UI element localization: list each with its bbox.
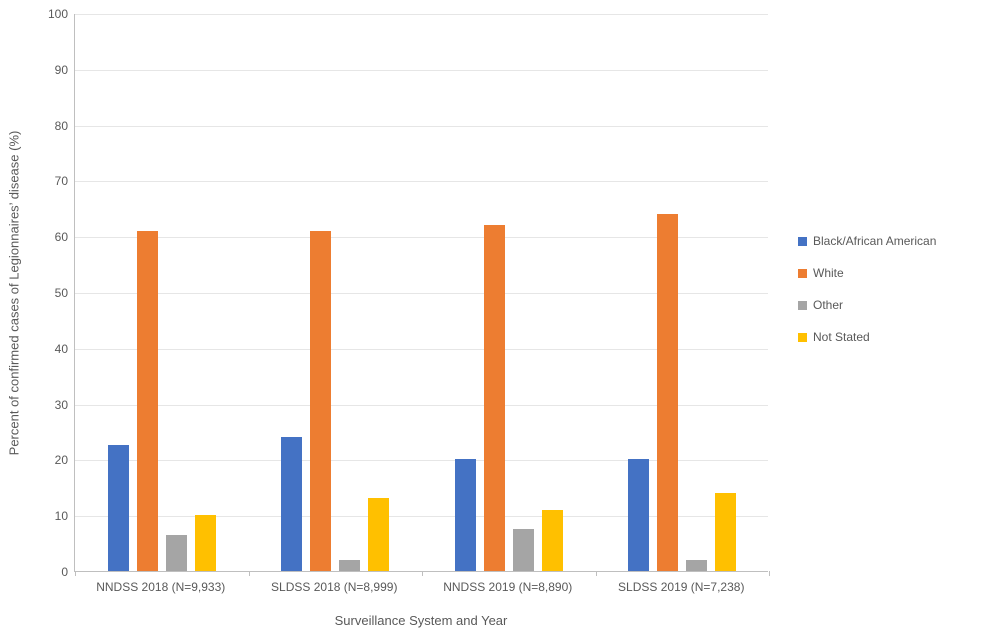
y-tick-label: 60 (8, 230, 68, 244)
bar (686, 560, 707, 571)
y-tick-label: 30 (8, 398, 68, 412)
legend-swatch (798, 237, 807, 246)
gridline (75, 181, 768, 182)
y-tick-label: 90 (8, 63, 68, 77)
x-tick-mark (249, 571, 250, 576)
bar (715, 493, 736, 571)
x-tick-label: SLDSS 2019 (N=7,238) (618, 580, 744, 594)
x-tick-mark (75, 571, 76, 576)
legend-swatch (798, 333, 807, 342)
y-tick-label: 0 (8, 565, 68, 579)
y-tick-label: 100 (8, 7, 68, 21)
bar (339, 560, 360, 571)
legend-label: Other (813, 298, 843, 312)
x-axis-label: Surveillance System and Year (335, 613, 508, 628)
gridline (75, 126, 768, 127)
bar (195, 515, 216, 571)
bar (657, 214, 678, 571)
y-tick-label: 40 (8, 342, 68, 356)
legend-label: White (813, 266, 844, 280)
legend-label: Not Stated (813, 330, 870, 344)
bar (310, 231, 331, 571)
bar (513, 529, 534, 571)
x-tick-label: SLDSS 2018 (N=8,999) (271, 580, 397, 594)
x-tick-mark (422, 571, 423, 576)
bar (484, 225, 505, 571)
chart-container: Percent of confirmed cases of Legionnair… (0, 0, 1000, 636)
y-tick-label: 50 (8, 286, 68, 300)
legend-swatch (798, 301, 807, 310)
bar (368, 498, 389, 571)
bar (281, 437, 302, 571)
y-tick-label: 20 (8, 453, 68, 467)
legend-item: White (798, 266, 978, 280)
x-tick-label: NNDSS 2018 (N=9,933) (96, 580, 225, 594)
plot-area (74, 14, 768, 572)
y-tick-label: 70 (8, 174, 68, 188)
bar (455, 459, 476, 571)
x-tick-label: NNDSS 2019 (N=8,890) (443, 580, 572, 594)
gridline (75, 70, 768, 71)
legend-item: Other (798, 298, 978, 312)
bar (137, 231, 158, 571)
y-tick-label: 10 (8, 509, 68, 523)
legend-item: Black/African American (798, 234, 978, 248)
gridline (75, 14, 768, 15)
bar (166, 535, 187, 571)
legend-swatch (798, 269, 807, 278)
y-tick-label: 80 (8, 119, 68, 133)
legend-item: Not Stated (798, 330, 978, 344)
legend: Black/African American White Other Not Stat… (798, 234, 978, 362)
bar (542, 510, 563, 571)
x-tick-mark (596, 571, 597, 576)
legend-label: Black/African American (813, 234, 936, 248)
x-tick-mark (769, 571, 770, 576)
bar (108, 445, 129, 571)
bar (628, 459, 649, 571)
